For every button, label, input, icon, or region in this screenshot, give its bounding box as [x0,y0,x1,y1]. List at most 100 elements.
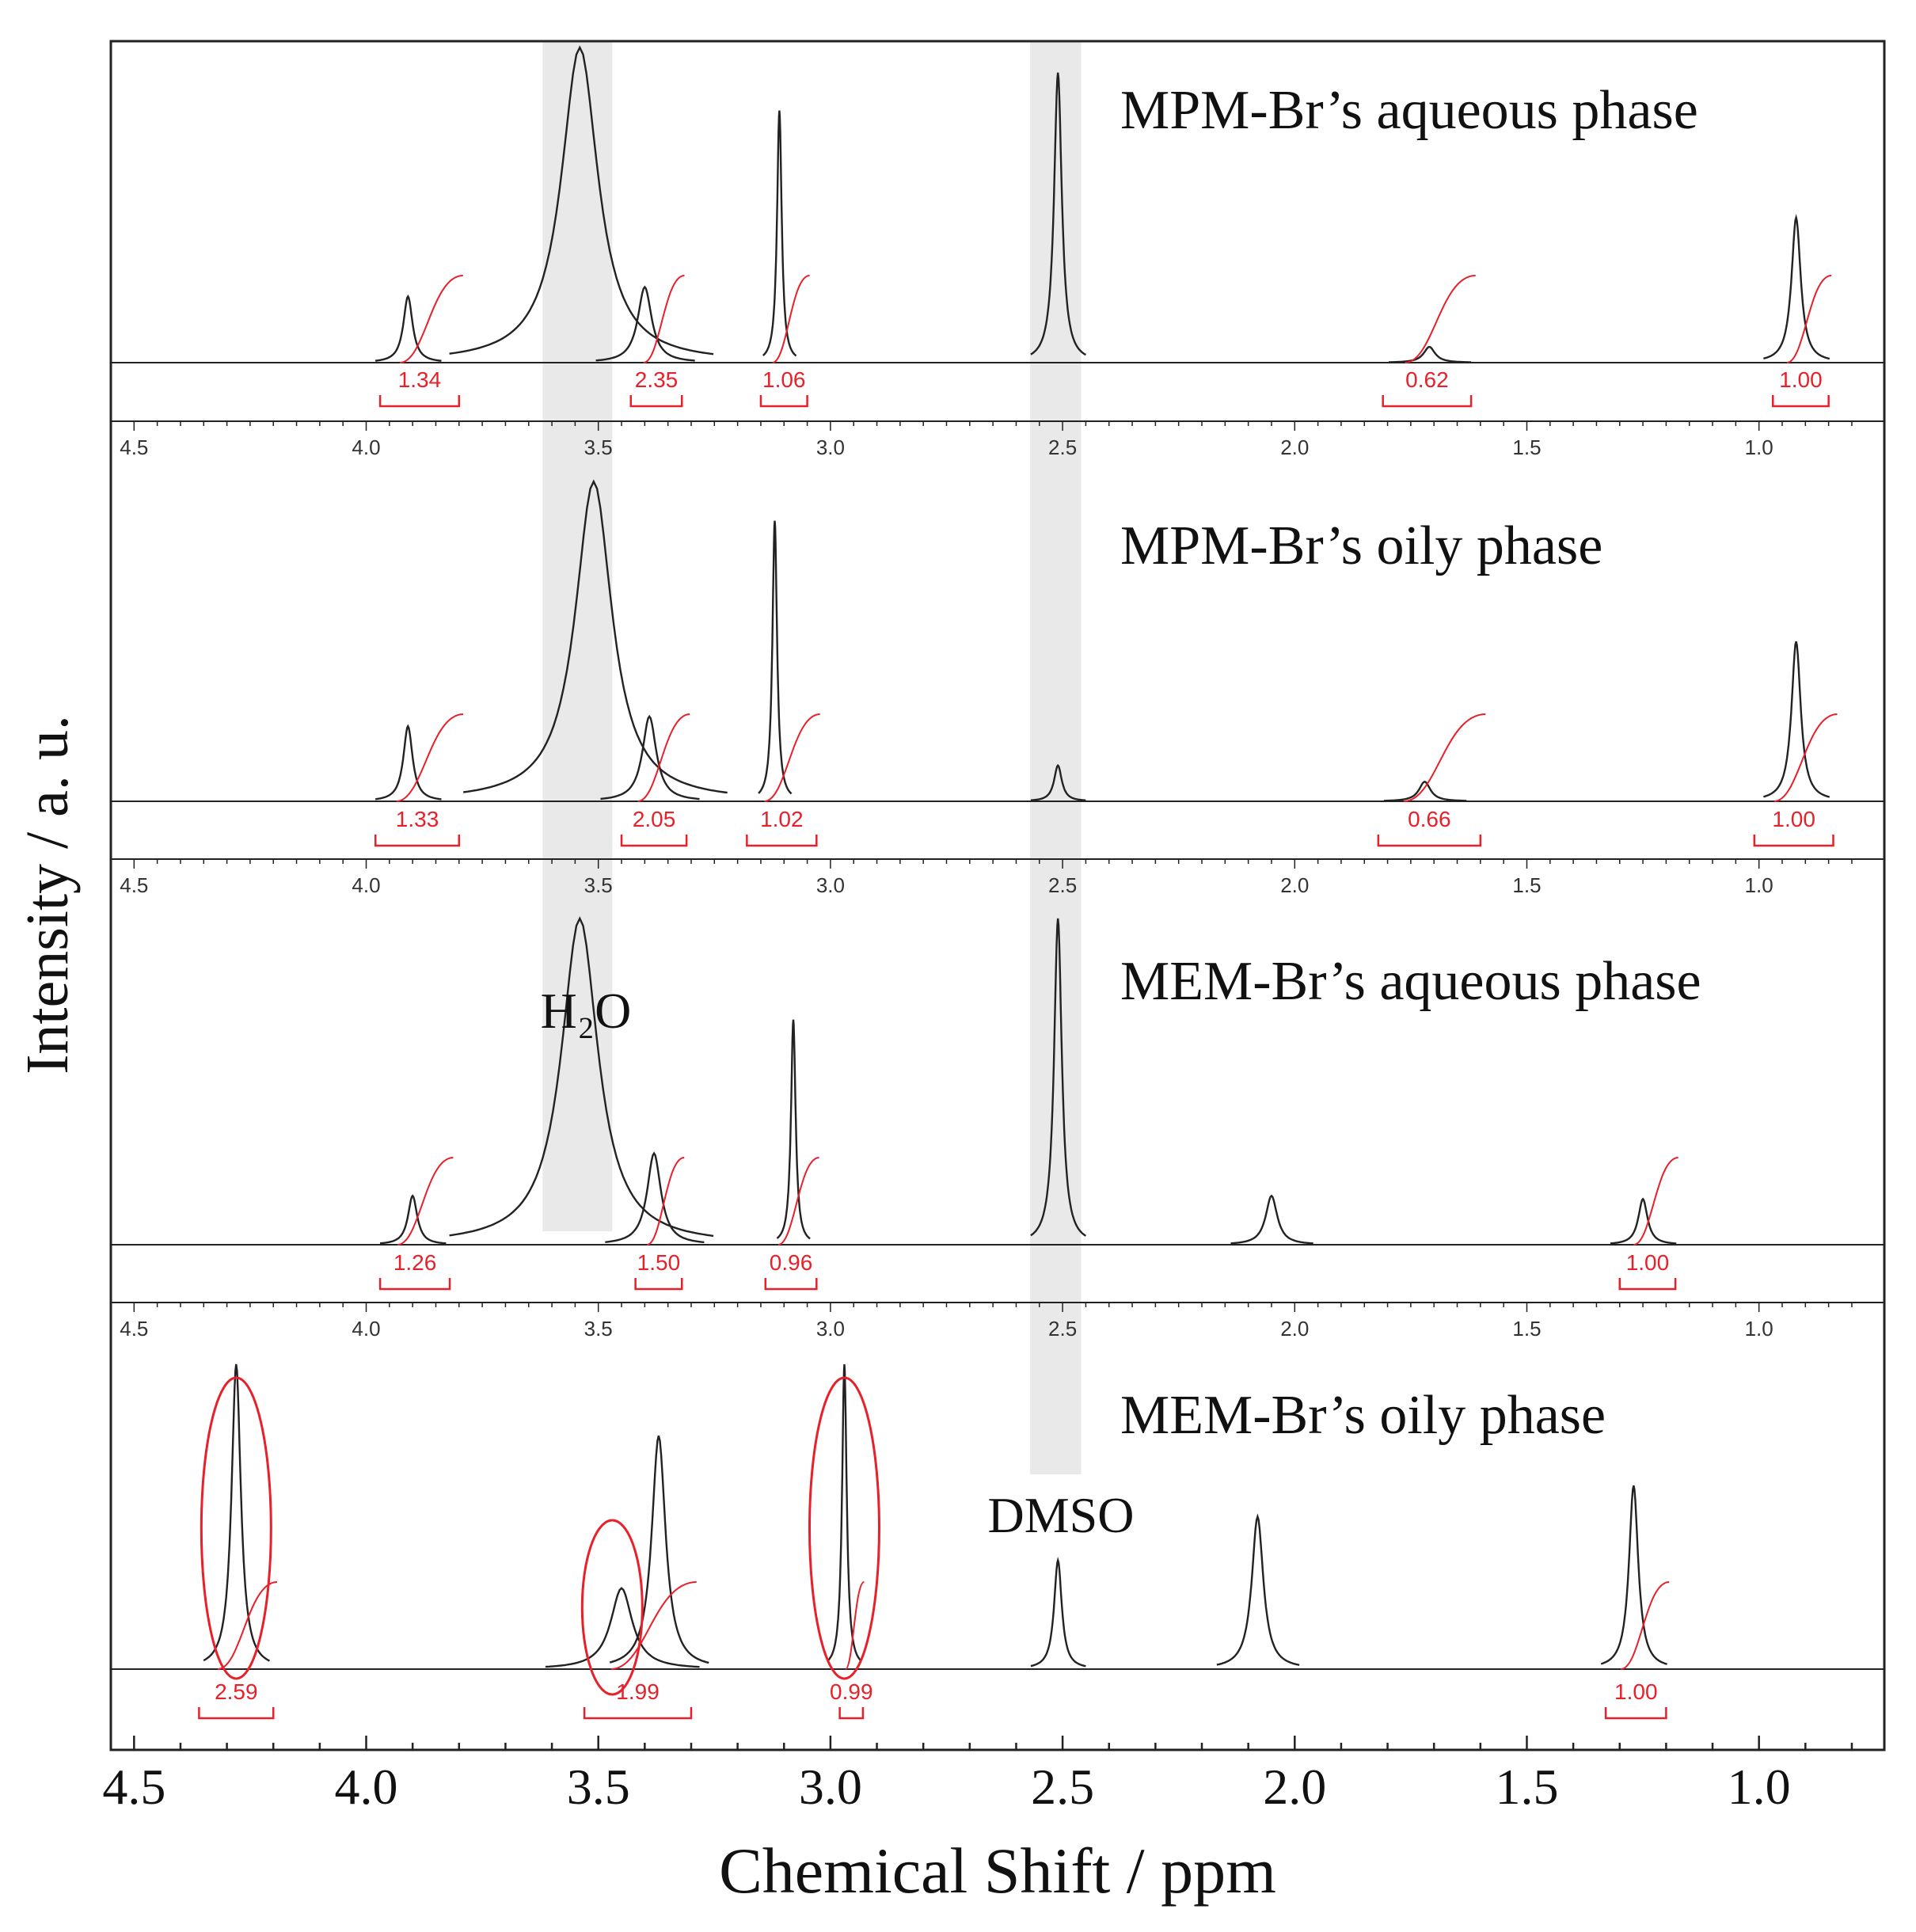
panel-tick-label: 2.0 [1280,435,1309,459]
peak-highlight-ellipse [808,1376,880,1680]
spectrum-peak [1230,1194,1313,1245]
spectrum-peak [762,110,797,357]
x-tick-label: 2.5 [1031,1759,1094,1815]
x-tick-label: 3.0 [799,1759,862,1815]
panel-title: MEM-Br’s aqueous phase [1120,951,1701,1012]
integral-curve [1773,713,1838,802]
integral-bracket [1753,835,1834,847]
integral-bracket [378,1278,451,1291]
integral-bracket [1382,395,1473,408]
spectrum-peak [1030,763,1086,801]
integral-curve [1405,275,1476,363]
spectrum-peak [609,1436,709,1664]
integral-curve [399,275,463,363]
spectrum-peak [1030,918,1087,1237]
integral-value: 2.59 [215,1679,258,1704]
spectrum-peak [545,1587,700,1668]
panel-2: 1.26 1.50 0.96 1.00 MEM-Br’s aqueous phase 4.… [111,916,1884,1341]
spectrum-peak [600,714,700,801]
spectrum-peak [1388,345,1472,363]
panel-tick-label: 1.5 [1512,435,1541,459]
spectrum-peak [374,294,442,362]
x-tick-label: 3.5 [567,1759,630,1815]
spectrum-peak [1600,1485,1667,1665]
integral-bracket [1604,1707,1667,1720]
panel-3: 2.59 1.99 0.99 1.00 MEM-Br’s oily phase [111,1363,1884,1720]
integral-value: 0.96 [770,1250,813,1275]
integral-bracket [634,1278,683,1291]
integral-value: 0.66 [1408,807,1451,831]
integral-curve [777,1157,819,1246]
integral-value: 1.26 [393,1250,437,1275]
integral-bracket [1377,835,1482,847]
panel-tick-label: 1.5 [1512,1317,1541,1341]
x-axis-label: Chemical Shift / ppm [719,1835,1276,1907]
integral-bracket [759,395,808,408]
panel-title: MPM-Br’s oily phase [1120,515,1602,576]
panel-tick-label: 3.5 [584,1317,613,1341]
panel-tick-label: 1.0 [1745,873,1773,897]
panel-tick-label: 2.5 [1048,435,1077,459]
integral-curve [397,1157,454,1246]
integral-bracket [838,1707,865,1720]
integral-value: 2.35 [635,367,679,392]
panel-tick-label: 4.5 [120,873,148,897]
spectrum-peak [1384,781,1467,802]
panel-tick-label: 3.0 [816,873,845,897]
integral-curve [1404,713,1486,802]
panel-tick-label: 1.0 [1745,1317,1773,1341]
integral-curve [637,713,690,802]
integral-value: 1.06 [762,367,806,392]
integral-curve [646,1157,685,1246]
integral-value: 1.00 [1626,1250,1670,1275]
panel-tick-label: 4.0 [352,1317,380,1341]
integral-bracket [746,835,818,847]
integral-bracket [629,395,683,408]
panel-tick-label: 4.5 [120,435,148,459]
integral-curve [844,1581,865,1670]
integral-curve [610,1581,697,1670]
integral-curve [1633,1157,1678,1246]
integral-value: 2.05 [633,807,676,831]
solvent-shading [542,41,1082,1474]
integral-curve [772,275,810,363]
spectrum-peak [463,479,728,794]
panel-1: 1.33 2.05 1.02 0.66 1.00 MPM-Br’s oily phase 4… [111,479,1884,897]
panel-tick-label: 2.5 [1048,1317,1077,1341]
x-axis: 4.5 4.0 3.5 3.0 2.5 2.0 1.5 1.0 [102,1736,1853,1815]
spectrum-peak [1030,1557,1086,1668]
integral-curve [1620,1581,1670,1670]
integral-value: 1.00 [1614,1679,1658,1704]
integral-bracket [378,395,461,408]
spectrum-peak [595,285,695,362]
panel-tick-label: 1.5 [1512,873,1541,897]
panel-tick-label: 3.5 [584,873,613,897]
panel-tick-label: 4.5 [120,1317,148,1341]
shaded-region-0 [542,41,613,1231]
panel-tick-label: 2.0 [1280,1317,1309,1341]
integral-value: 1.00 [1772,807,1815,831]
integral-bracket [198,1707,275,1720]
dmso-annotation: DMSO [988,1487,1135,1543]
plot-frame [109,40,1886,1751]
integral-curve [643,275,685,363]
x-tick-label: 1.0 [1728,1759,1791,1815]
spectrum-peak [827,1363,862,1662]
spectrum-peak [203,1363,271,1662]
x-tick-label: 4.5 [102,1759,165,1815]
spectrum-peak [1610,1197,1677,1245]
integral-value: 1.02 [760,807,804,831]
panel-tick-label: 3.5 [584,435,613,459]
spectrum-peak [776,1019,811,1240]
spectrum-peak [374,724,442,801]
integral-bracket [583,1707,693,1720]
integral-curve [764,713,820,802]
peak-highlight-ellipse [200,1376,272,1680]
spectrum-peak [758,520,793,795]
integral-bracket [1772,395,1830,408]
spectra-panels: 1.34 2.35 1.06 0.62 1.00 MPM-Br’s aqueous pha… [111,45,1884,1720]
panel-tick-label: 3.0 [816,1317,845,1341]
integral-value: 0.99 [830,1679,873,1704]
integral-bracket [374,835,461,847]
